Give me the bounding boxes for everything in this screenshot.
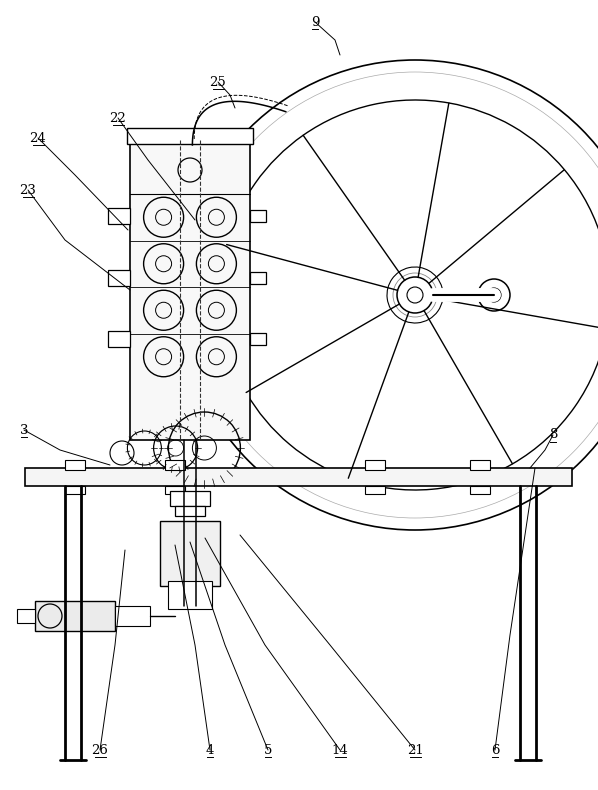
Text: 25: 25 <box>210 76 227 88</box>
Bar <box>108 269 130 286</box>
Text: 24: 24 <box>30 131 47 145</box>
Bar <box>108 331 130 347</box>
Bar <box>130 140 250 440</box>
Text: 8: 8 <box>549 428 557 442</box>
Bar <box>250 333 266 345</box>
Bar <box>365 486 385 494</box>
Bar <box>65 486 85 494</box>
Text: 9: 9 <box>311 16 319 28</box>
Bar <box>168 581 212 609</box>
Bar <box>127 128 253 144</box>
Text: 14: 14 <box>332 743 349 757</box>
Text: 22: 22 <box>109 111 126 125</box>
Bar <box>108 209 130 224</box>
Text: 23: 23 <box>20 183 36 197</box>
Bar <box>365 460 385 470</box>
Text: 26: 26 <box>91 743 108 757</box>
Bar <box>17 609 35 623</box>
Bar <box>25 468 572 486</box>
Bar <box>65 460 85 470</box>
Bar <box>165 460 185 470</box>
Bar <box>170 491 210 506</box>
Text: 21: 21 <box>407 743 423 757</box>
Bar <box>115 606 150 626</box>
Bar <box>35 601 115 631</box>
Bar <box>470 486 490 494</box>
Bar <box>250 272 266 284</box>
Text: 6: 6 <box>491 743 499 757</box>
Text: 3: 3 <box>20 423 28 437</box>
Bar <box>470 460 490 470</box>
Bar <box>175 506 205 516</box>
Bar <box>165 486 185 494</box>
Text: 4: 4 <box>206 743 214 757</box>
Bar <box>160 521 220 586</box>
Bar <box>250 210 266 222</box>
Text: 5: 5 <box>264 743 272 757</box>
